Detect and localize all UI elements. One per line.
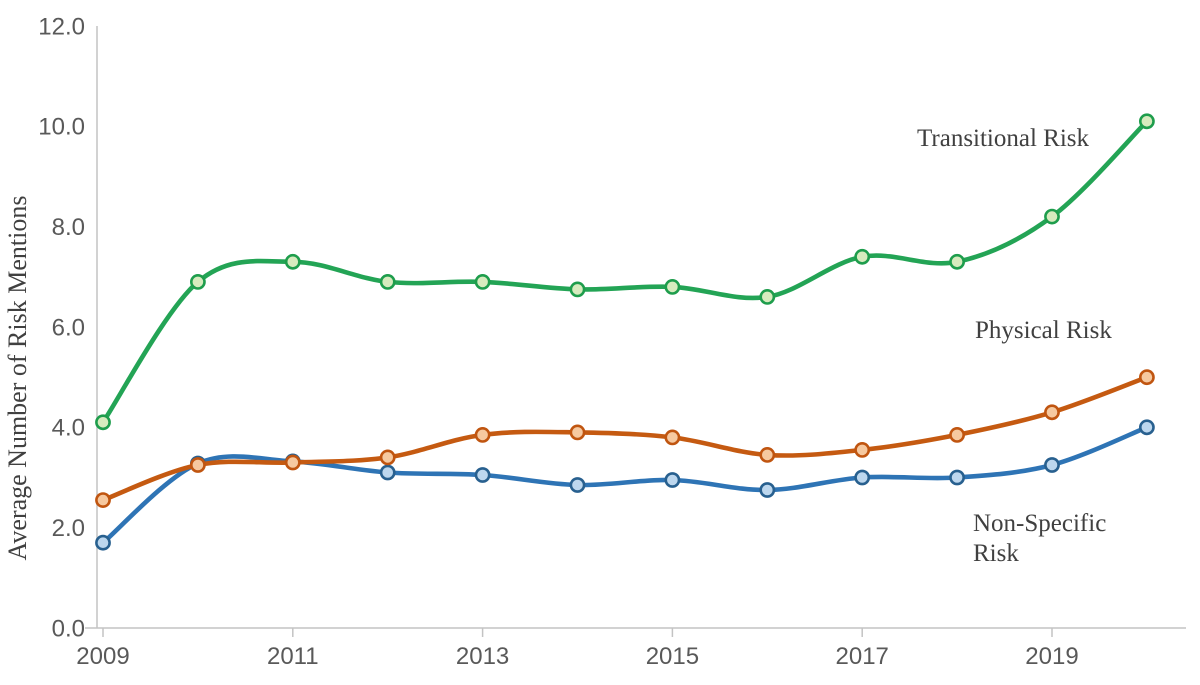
data-point-non-specific-risk <box>1044 457 1060 473</box>
x-tick-label: 2011 <box>267 643 319 670</box>
y-tick-label: 10.0 <box>38 114 85 141</box>
x-tick-label: 2015 <box>646 643 699 670</box>
data-point-transitional-risk <box>189 273 206 290</box>
data-point-physical-risk <box>1044 404 1060 421</box>
data-point-physical-risk <box>474 426 491 443</box>
data-point-physical-risk <box>759 446 776 463</box>
series-label-physical-risk: Physical Risk <box>975 317 1112 344</box>
y-tick-label: 8.0 <box>52 214 85 241</box>
data-point-transitional-risk <box>1139 113 1155 130</box>
series-line-transitional-risk <box>100 119 1150 425</box>
series-line-non-specific-risk <box>100 425 1150 546</box>
data-point-physical-risk <box>854 441 871 458</box>
y-tick-label: 6.0 <box>52 314 85 341</box>
data-point-transitional-risk <box>854 248 871 265</box>
data-point-transitional-risk <box>569 281 586 298</box>
data-point-transitional-risk <box>284 253 301 270</box>
data-point-physical-risk <box>189 457 206 473</box>
data-point-transitional-risk <box>95 414 111 431</box>
data-point-non-specific-risk <box>664 472 681 488</box>
y-tick-label: 12.0 <box>38 13 85 40</box>
x-tick-label: 2013 <box>456 643 509 670</box>
x-tick-label: 2019 <box>1025 643 1078 670</box>
data-point-non-specific-risk <box>759 482 776 498</box>
data-point-non-specific-risk <box>95 534 111 551</box>
x-tick-label: 2009 <box>76 643 129 670</box>
data-point-transitional-risk <box>664 278 681 295</box>
data-point-non-specific-risk <box>379 464 396 481</box>
data-point-transitional-risk <box>1044 208 1060 225</box>
data-point-non-specific-risk <box>569 477 586 493</box>
series-line-physical-risk <box>100 374 1150 503</box>
y-axis-title: Average Number of Risk Mentions <box>3 196 32 561</box>
data-point-physical-risk <box>949 426 965 443</box>
y-tick-label: 0.0 <box>52 615 85 642</box>
data-point-transitional-risk <box>379 273 396 290</box>
y-tick-label: 4.0 <box>52 415 85 442</box>
series-label-non-specific-risk: Risk <box>973 540 1019 567</box>
data-point-physical-risk <box>95 492 111 508</box>
data-point-transitional-risk <box>474 273 491 290</box>
data-point-transitional-risk <box>759 288 776 305</box>
x-tick-label: 2017 <box>836 643 889 670</box>
data-point-non-specific-risk <box>1139 419 1155 436</box>
data-point-transitional-risk <box>949 253 965 270</box>
data-point-physical-risk <box>569 424 586 441</box>
data-point-non-specific-risk <box>949 469 965 486</box>
data-point-physical-risk <box>284 454 301 471</box>
data-point-non-specific-risk <box>474 467 491 483</box>
data-point-non-specific-risk <box>854 469 871 486</box>
y-tick-label: 2.0 <box>52 515 85 542</box>
series-label-transitional-risk: Transitional Risk <box>917 125 1090 152</box>
data-point-physical-risk <box>1139 369 1155 386</box>
series-label-non-specific-risk: Non-Specific <box>973 510 1106 537</box>
data-point-physical-risk <box>664 429 681 446</box>
data-point-physical-risk <box>379 449 396 466</box>
